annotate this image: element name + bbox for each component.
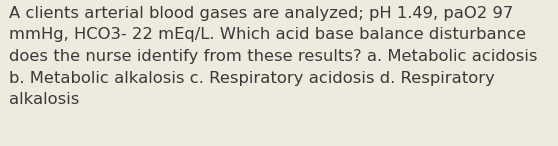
Text: A clients arterial blood gases are analyzed; pH 1.49, paO2 97
mmHg, HCO3- 22 mEq: A clients arterial blood gases are analy… <box>9 6 537 107</box>
